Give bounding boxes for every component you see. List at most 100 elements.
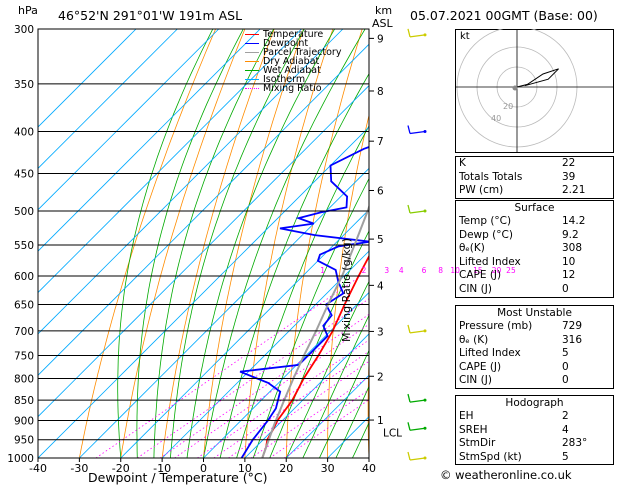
indices-panel: K 22 Totals Totals 39 PW (cm) 2.21 xyxy=(455,156,614,199)
hodograph-unit: kt xyxy=(460,31,470,42)
km-tick-label: 8 xyxy=(377,86,384,98)
surface-value: 308 xyxy=(562,242,583,255)
mixing-ratio-line xyxy=(197,339,369,458)
wind-barb xyxy=(407,393,427,403)
legend-item: Isotherm xyxy=(245,74,305,85)
most-unstable-label: θₑ (K) xyxy=(459,333,489,346)
surface-label: Dewp (°C) xyxy=(459,228,513,241)
hodograph-stat-label: EH xyxy=(459,410,474,422)
most-unstable-row: θₑ (K) 316 xyxy=(456,334,613,348)
pressure-tick-label: 1000 xyxy=(7,453,34,465)
legend-label: Dewpoint xyxy=(263,38,309,49)
index-value: 22 xyxy=(562,157,576,169)
most-unstable-row: Pressure (mb) 729 xyxy=(456,320,613,334)
km-tick-label: 6 xyxy=(377,185,384,197)
copyright[interactable]: © weatheronline.co.uk xyxy=(440,468,572,482)
mixing-ratio-line xyxy=(137,298,369,458)
hodograph-stat-value: 4 xyxy=(562,423,569,436)
x-tick-label: 0 xyxy=(200,462,207,475)
km-tick-label: 5 xyxy=(377,234,384,246)
pressure-tick-label: 400 xyxy=(14,127,34,139)
legend-label: Temperature xyxy=(263,29,324,40)
legend-label: Mixing Ratio xyxy=(263,83,322,94)
x-axis-label: Dewpoint / Temperature (°C) xyxy=(88,470,268,485)
pressure-tick-label: 850 xyxy=(14,395,34,407)
km-tick-label: 4 xyxy=(377,280,384,292)
most-unstable-panel: Most Unstable Pressure (mb) 729 θₑ (K) 316 L… xyxy=(455,305,614,389)
surface-label: Lifted Index xyxy=(459,255,521,268)
most-unstable-value: 0 xyxy=(562,374,569,387)
hodograph-stat-value: 2 xyxy=(562,410,569,422)
mixing-ratio-line xyxy=(213,350,369,458)
asl-unit-label: ASL xyxy=(372,17,393,30)
mixing-ratio-label: 2 xyxy=(362,266,367,275)
x-tick-label: -30 xyxy=(70,462,88,475)
surface-row: CAPE (J) 12 xyxy=(456,269,613,283)
series-parcel-trajectory xyxy=(261,204,369,458)
wet-adiabat xyxy=(319,349,369,458)
legend-swatch xyxy=(245,61,259,62)
storm-motion-marker xyxy=(512,85,518,91)
legend-item: Dry Adiabat xyxy=(245,56,319,67)
x-tick-label: -10 xyxy=(153,462,171,475)
wind-barb xyxy=(407,204,427,214)
mixing-ratio-label: 8 xyxy=(438,266,443,275)
index-label: Totals Totals xyxy=(459,170,523,183)
wind-barb xyxy=(407,125,427,135)
legend-swatch xyxy=(245,70,259,71)
most-unstable-label: Pressure (mb) xyxy=(459,320,533,332)
legend-label: Wet Adiabat xyxy=(263,65,321,76)
wind-barb xyxy=(407,324,427,334)
legend-item: Dewpoint xyxy=(245,38,308,49)
isotherm xyxy=(38,29,261,252)
mixing-ratio-label: 25 xyxy=(506,266,516,275)
legend-swatch xyxy=(245,88,259,89)
most-unstable-label: Lifted Index xyxy=(459,347,521,360)
pressure-tick-label: 700 xyxy=(14,326,34,338)
km-tick-label: 9 xyxy=(377,33,384,45)
surface-row: Dewp (°C) 9.2 xyxy=(456,229,613,243)
km-tick-label: 1 xyxy=(377,415,384,427)
isotherm xyxy=(38,29,178,169)
mixing-ratio-label: 3 xyxy=(384,266,389,275)
isotherm xyxy=(38,126,369,458)
pressure-tick-label: 300 xyxy=(14,24,34,36)
pressure-tick-label: 950 xyxy=(14,435,34,447)
legend-swatch xyxy=(245,34,259,35)
legend-swatch xyxy=(245,52,259,53)
dry-adiabat xyxy=(367,353,369,458)
mixing-ratio-axis-label: Mixing Ratio (g/kg) xyxy=(340,238,353,342)
pressure-tick-label: 350 xyxy=(14,79,34,91)
surface-value: 9.2 xyxy=(562,228,579,241)
surface-title: Surface xyxy=(514,202,555,214)
legend-item: Temperature xyxy=(245,29,323,40)
x-tick-label: -40 xyxy=(29,462,47,475)
hodograph-trace xyxy=(516,68,559,88)
wet-adiabat xyxy=(335,385,369,458)
legend-label: Dry Adiabat xyxy=(263,56,320,67)
surface-label: CAPE (J) xyxy=(459,269,502,282)
legend-label: Parcel Trajectory xyxy=(263,47,342,58)
isotherm xyxy=(38,85,369,418)
x-tick-label: -20 xyxy=(112,462,130,475)
surface-label: Temp (°C) xyxy=(459,215,512,227)
wind-barb xyxy=(407,422,427,431)
x-tick-label: 40 xyxy=(362,462,376,475)
index-value: 39 xyxy=(562,170,576,183)
pressure-tick-label: 500 xyxy=(14,206,34,218)
mixing-ratio-label: 15 xyxy=(473,266,483,275)
isotherm xyxy=(285,374,369,458)
pressure-tick-label: 600 xyxy=(14,271,34,283)
surface-row: CIN (J) 0 xyxy=(456,283,613,297)
surface-row: θₑ(K) 308 xyxy=(456,242,613,256)
mixing-ratio-line xyxy=(95,275,361,458)
legend-item: Parcel Trajectory xyxy=(245,47,341,58)
wet-adiabat xyxy=(117,29,214,458)
pressure-tick-label: 650 xyxy=(14,300,34,312)
wet-adiabat xyxy=(136,29,244,458)
surface-value: 10 xyxy=(562,255,576,268)
most-unstable-value: 5 xyxy=(562,347,569,360)
isotherm xyxy=(161,250,369,458)
mixing-ratio-label: 1 xyxy=(320,266,325,275)
